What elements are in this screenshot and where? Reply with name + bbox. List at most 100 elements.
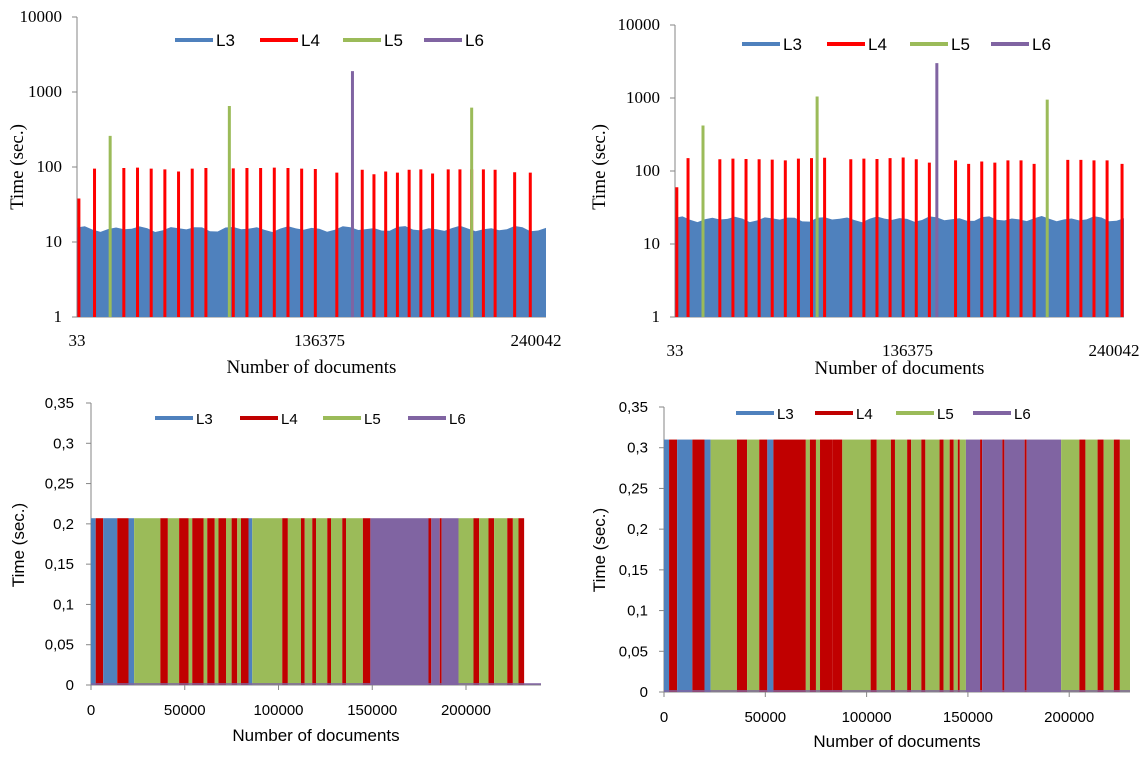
segment-L4 [95,518,104,685]
segment-L6 [1004,439,1025,692]
y-tick-label: 0,05 [619,643,648,660]
segment-L4 [736,439,748,692]
y-tick-label: 0,1 [53,596,74,613]
segment-L4 [439,518,442,685]
legend-label-L4: L4 [281,411,298,428]
x-tick-label: 240042 [511,331,562,350]
segment-L4 [362,518,371,685]
segment-L5 [304,518,313,685]
legend-label-L3: L3 [783,35,802,54]
segment-L5 [1119,439,1130,692]
segment-L5 [815,439,821,692]
segment-L4 [890,439,895,692]
segment-L4 [342,518,346,685]
y-tick-label: 0,2 [53,516,74,533]
y-tick-label: 0 [640,684,648,701]
y-tick-label: 1 [652,307,661,326]
y-tick-label: 0,15 [619,562,648,579]
segment-L5 [203,518,208,685]
legend: L3 L4 L5 L6 [742,35,1051,54]
x-tick-label: 0 [87,702,95,719]
segment-L5 [842,439,871,692]
segment-L4 [312,518,316,685]
segment-L4 [921,439,926,692]
legend: L3 L4 L5 L6 [736,406,1031,423]
x-tick-label: 50000 [164,702,206,719]
y-tick-label: 100 [37,157,63,176]
segment-L5 [512,518,519,685]
segment-L4 [160,518,168,685]
legend: L3 L4 L5 L6 [155,411,466,428]
segment-L4 [1079,439,1086,692]
y-axis-label: Time (sec.) [590,508,609,592]
segment-L4 [473,518,480,685]
series-L3-area [675,216,1124,317]
segment-L5 [911,439,922,692]
y-tick-label: 10 [45,232,62,251]
chart-bottom-right: 0 0,05 0,1 0,15 0,2 0,25 0,3 0,35 0 50000 100000 15… [590,399,1130,751]
segment-L4 [192,518,204,685]
y-tick-label: 0 [66,677,74,694]
segment-L5 [479,518,489,685]
legend-label-L3: L3 [216,31,235,50]
segment-L4 [207,518,215,685]
y-tick-label: 0,1 [627,603,648,620]
segment-L4 [669,439,678,692]
segment-L4 [117,518,129,685]
segment-L5 [1061,439,1080,692]
segment-L5 [953,439,958,692]
segment-L5 [331,518,343,685]
segment-L3 [103,518,118,685]
segment-L4 [1113,439,1120,692]
segment-L6 [370,518,429,685]
y-tick-label: 10000 [618,15,661,34]
segment-L5 [925,439,940,692]
segment-L3 [704,439,711,692]
segment-L3 [664,439,670,692]
segment-L4 [980,439,983,692]
segment-L4 [507,518,513,685]
segment-L5 [167,518,180,685]
legend-label-L6: L6 [465,31,484,50]
y-tick-label: 100 [635,161,661,180]
segment-L3 [128,518,135,685]
segment-L4 [759,439,768,692]
segment-L5 [134,518,161,685]
segment-L5 [346,518,363,685]
x-tick-label: 33 [667,341,684,360]
legend-label-L6: L6 [1032,35,1051,54]
legend-label-L4: L4 [868,35,887,54]
segment-L5 [226,518,232,685]
segment-L4 [327,518,331,685]
legend-label-L5: L5 [364,411,381,428]
segment-L6 [965,439,981,692]
segment-L4 [939,439,944,692]
legend-label-L6: L6 [449,411,466,428]
y-axis-label: Time (sec.) [7,124,28,210]
segment-L4 [809,439,816,692]
segment-L4 [301,518,305,685]
segment-L4 [773,439,806,692]
segment-L5 [894,439,908,692]
chart-top-right: 1 10 100 1000 10000 33 136375 240042 Number of d… [589,15,1140,379]
legend-label-L5: L5 [937,406,954,423]
legend-label-L5: L5 [951,35,970,54]
x-axis-label: Number of documents [232,726,399,745]
x-tick-label: 100000 [253,702,303,719]
segment-L5 [710,439,737,692]
segment-L5 [747,439,760,692]
segment-L5 [1085,439,1098,692]
segment-L4 [428,518,432,685]
series-L3-area [77,225,546,317]
y-axis-label: Time (sec.) [589,124,610,210]
segment-L4 [957,439,960,692]
segment-L6 [1026,439,1062,692]
x-tick-label: 33 [69,331,86,350]
y-tick-label: 0,05 [45,637,74,654]
legend-label-L3: L3 [196,411,213,428]
y-tick-label: 10000 [20,7,63,26]
segment-L5 [214,518,219,685]
segment-L5 [805,439,810,692]
segment-L4 [282,518,288,685]
